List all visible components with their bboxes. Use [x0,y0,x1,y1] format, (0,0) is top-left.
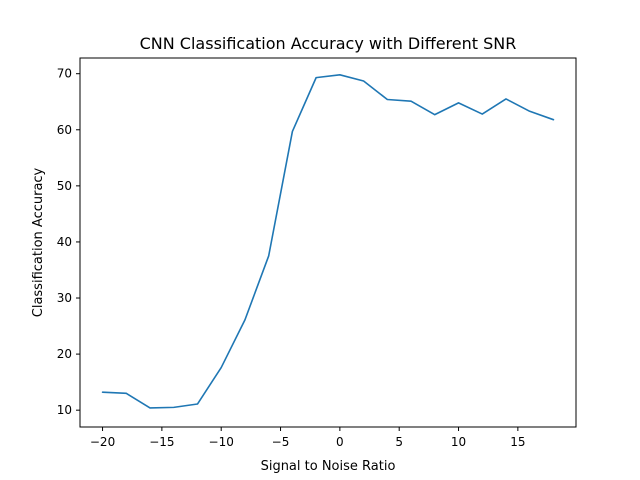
series-layer [101,74,555,409]
x-tick-label: −10 [209,435,234,449]
y-axis-ticks: 10 20 30 40 50 60 70 [57,67,80,417]
axes-frame [79,57,577,428]
x-tick-label: 5 [395,435,403,449]
y-tick-label: 50 [57,179,72,193]
y-tick-label: 30 [57,291,72,305]
x-axis-ticks: −20 −15 −10 −5 0 5 10 15 [90,427,525,449]
x-tick-label: −20 [90,435,115,449]
y-tick-label: 20 [57,347,72,361]
y-tick-label: 70 [57,67,72,81]
series-line [101,74,555,409]
y-tick-label: 60 [57,123,72,137]
x-tick-label: 0 [336,435,344,449]
axes-layer [79,57,577,428]
y-axis-label: Classification Accuracy [31,167,46,317]
y-tick-label: 10 [57,403,72,417]
plot-area [80,58,576,427]
y-tick-label: 40 [57,235,72,249]
x-axis-label: Signal to Noise Ratio [261,459,396,474]
chart-title: CNN Classification Accuracy with Differe… [140,34,517,53]
x-tick-label: 15 [510,435,525,449]
x-tick-label: −5 [272,435,290,449]
x-tick-label: 10 [451,435,466,449]
x-tick-label: −15 [149,435,174,449]
